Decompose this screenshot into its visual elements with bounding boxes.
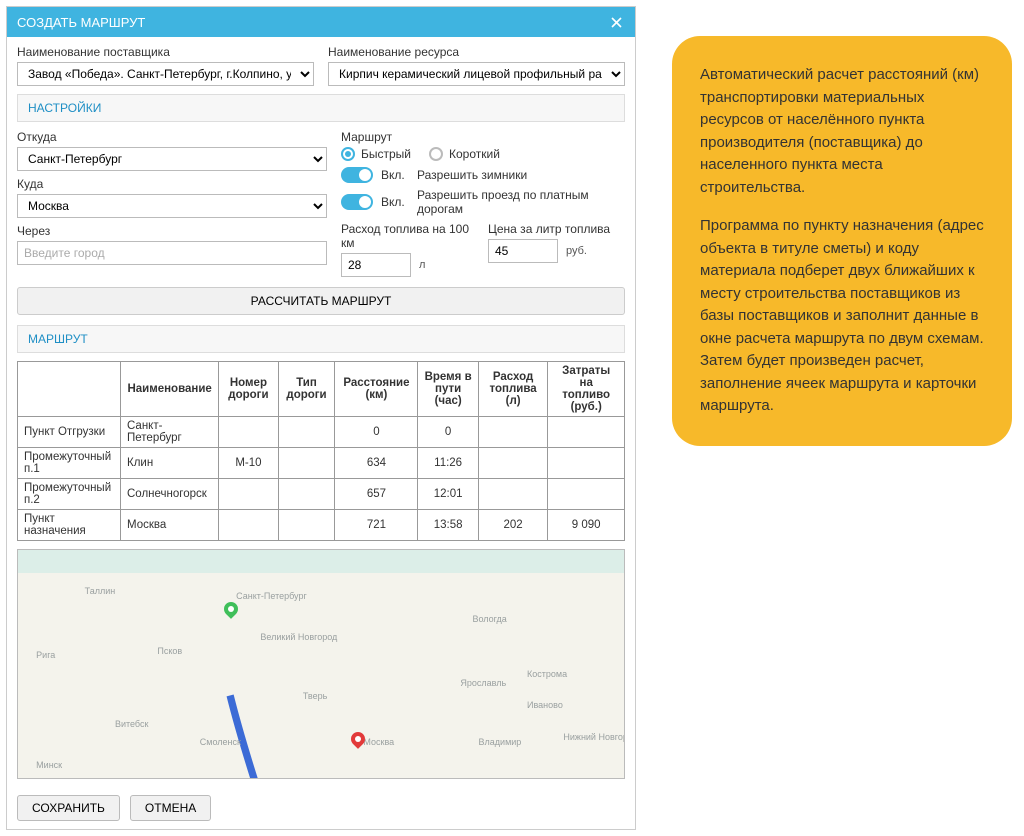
map-city-label: Иваново: [527, 700, 563, 710]
map-city-label: Вологда: [473, 614, 507, 624]
radio-dot-icon: [341, 147, 355, 161]
radio-fast[interactable]: Быстрый: [341, 147, 411, 161]
table-row: Пункт ОтгрузкиСанкт-Петербург00: [18, 417, 625, 448]
price-unit: руб.: [566, 245, 587, 257]
map-city-label: Таллин: [85, 586, 116, 596]
supplier-select[interactable]: Завод «Победа». Санкт-Петербург, г.Колпи…: [17, 62, 314, 86]
radio-short[interactable]: Короткий: [429, 147, 500, 161]
via-label: Через: [17, 224, 327, 238]
dialog-titlebar: СОЗДАТЬ МАРШРУТ: [7, 7, 635, 37]
th-blank: [18, 362, 121, 417]
th-road-type: Тип дороги: [278, 362, 335, 417]
map-city-label: Витебск: [115, 719, 148, 729]
via-input[interactable]: [17, 241, 327, 265]
callout-paragraph: Автоматический расчет расстояний (км) тр…: [700, 64, 984, 199]
from-select[interactable]: Санкт-Петербург: [17, 147, 327, 171]
th-distance: Расстояние (км): [335, 362, 418, 417]
calculate-route-button[interactable]: РАССЧИТАТЬ МАРШРУТ: [17, 287, 625, 315]
fuel-per-100-label: Расход топлива на 100 км: [341, 222, 478, 250]
table-row: Пункт назначенияМосква72113:582029 090: [18, 510, 625, 541]
map-city-label: Великий Новгород: [260, 632, 337, 642]
to-select[interactable]: Москва: [17, 194, 327, 218]
fuel-price-label: Цена за литр топлива: [488, 222, 625, 236]
close-icon[interactable]: [607, 13, 625, 31]
th-time: Время в пути (час): [418, 362, 478, 417]
map-city-label: Тверь: [303, 691, 327, 701]
route-section-head: МАРШРУТ: [17, 325, 625, 353]
toggle-toll[interactable]: [341, 194, 373, 210]
route-table: Наименование Номер дороги Тип дороги Рас…: [17, 361, 625, 541]
map-city-label: Псков: [157, 646, 182, 656]
toggle-winter[interactable]: [341, 167, 373, 183]
map-city-label: Рига: [36, 650, 55, 660]
th-name: Наименование: [121, 362, 219, 417]
map-city-label: Нижний Новгород: [563, 732, 625, 742]
table-row: Промежуточный п.1КлинМ-1063411:26: [18, 448, 625, 479]
fuel-unit: л: [419, 259, 425, 271]
th-fuel: Расход топлива (л): [478, 362, 548, 417]
map-city-label: Кострома: [527, 669, 567, 679]
from-label: Откуда: [17, 130, 327, 144]
cancel-button[interactable]: ОТМЕНА: [130, 795, 211, 821]
map-city-label: Минск: [36, 760, 62, 770]
callout-paragraph: Программа по пункту назначения (адрес об…: [700, 215, 984, 418]
fuel-price-input[interactable]: [488, 239, 558, 263]
fuel-per-100-input[interactable]: [341, 253, 411, 277]
map-city-label: Москва: [363, 737, 394, 747]
to-label: Куда: [17, 177, 327, 191]
route-type-label: Маршрут: [341, 130, 625, 144]
radio-dot-icon: [429, 147, 443, 161]
map-city-label: Смоленск: [200, 737, 241, 747]
toggle-toll-label: Разрешить проезд по платным дорогам: [417, 188, 625, 216]
th-road-num: Номер дороги: [219, 362, 278, 417]
dialog-buttons: СОХРАНИТЬ ОТМЕНА: [7, 787, 635, 829]
table-header-row: Наименование Номер дороги Тип дороги Рас…: [18, 362, 625, 417]
resource-label: Наименование ресурса: [328, 45, 625, 59]
save-button[interactable]: СОХРАНИТЬ: [17, 795, 120, 821]
map-city-label: Санкт-Петербург: [236, 591, 307, 601]
create-route-dialog: СОЗДАТЬ МАРШРУТ Наименование поставщика …: [6, 6, 636, 830]
toggle-winter-label: Разрешить зимники: [417, 168, 527, 182]
toggle-state: Вкл.: [381, 195, 409, 209]
map-city-label: Владимир: [479, 737, 522, 747]
radio-short-label: Короткий: [449, 147, 500, 161]
supplier-label: Наименование поставщика: [17, 45, 314, 59]
th-cost: Затраты на топливо (руб.): [548, 362, 625, 417]
route-map[interactable]: Санкт-Петербург Таллин Рига Псков Великий Но…: [17, 549, 625, 779]
dialog-title: СОЗДАТЬ МАРШРУТ: [17, 15, 145, 30]
toggle-state: Вкл.: [381, 168, 409, 182]
map-city-label: Ярославль: [460, 678, 506, 688]
radio-fast-label: Быстрый: [361, 147, 411, 161]
resource-select[interactable]: Кирпич керамический лицевой профильный р…: [328, 62, 625, 86]
info-callout: Автоматический расчет расстояний (км) тр…: [672, 36, 1012, 446]
settings-section-head: НАСТРОЙКИ: [17, 94, 625, 122]
table-row: Промежуточный п.2Солнечногорск65712:01: [18, 479, 625, 510]
